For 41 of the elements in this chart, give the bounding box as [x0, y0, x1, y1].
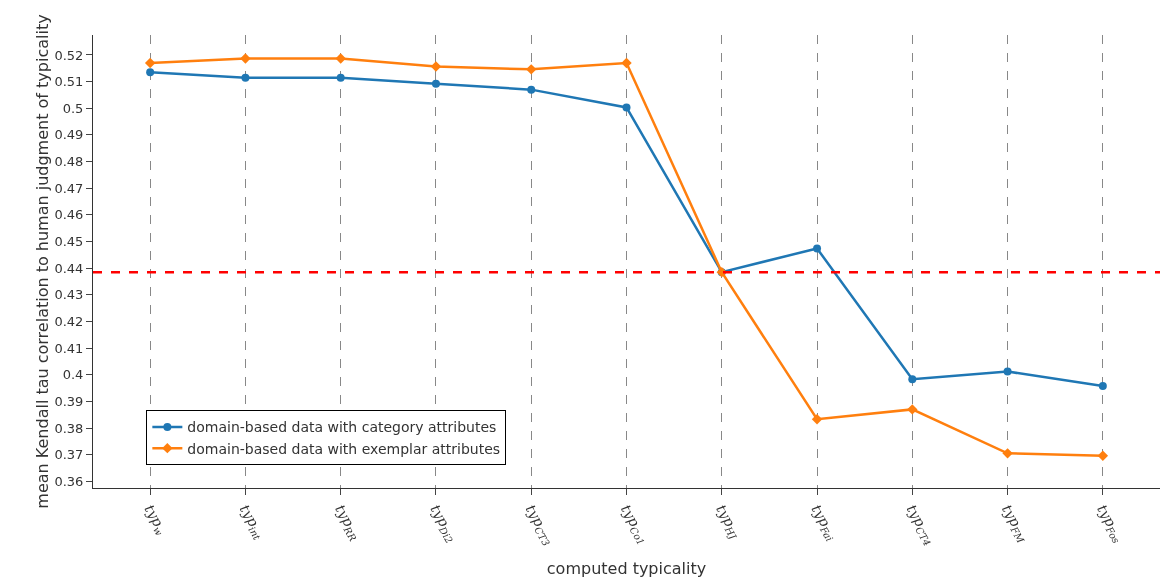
- y-tick-label: 0.48: [54, 154, 84, 170]
- y-tick-label: 0.47: [54, 180, 84, 196]
- point: [335, 53, 346, 64]
- point: [622, 103, 631, 112]
- y-tick-label: 0.51: [54, 74, 84, 90]
- y-tick-label: 0.45: [54, 234, 84, 250]
- legend-label: domain-based data with exemplar attributes: [187, 440, 501, 457]
- y-tick-label: 0.42: [54, 314, 84, 330]
- y-tick-label: 0.36: [54, 473, 84, 489]
- point: [526, 64, 537, 75]
- point: [621, 57, 632, 69]
- point: [336, 73, 345, 82]
- point: [144, 57, 156, 69]
- y-axis-title: mean Kendall tau correlation to human judgment of typicality: [33, 14, 53, 509]
- y-tick-label: 0.49: [54, 127, 84, 143]
- point: [1097, 450, 1109, 461]
- y-tick-label: 0.52: [54, 47, 84, 63]
- y-tick-label: 0.5: [62, 100, 84, 116]
- point: [240, 53, 251, 64]
- point: [430, 61, 442, 72]
- y-tick-label: 0.43: [54, 287, 84, 303]
- point: [146, 68, 155, 77]
- y-tick-label: 0.37: [54, 447, 84, 463]
- point: [907, 404, 918, 415]
- point: [811, 414, 823, 425]
- point: [527, 85, 536, 94]
- y-tick-label: 0.4: [62, 367, 84, 383]
- y-tick-label: 0.44: [54, 260, 84, 276]
- point: [908, 375, 917, 384]
- x-axis-title: computed typicality: [546, 558, 707, 578]
- point: [1003, 367, 1012, 376]
- y-tick-label: 0.38: [54, 420, 84, 436]
- point: [1002, 448, 1013, 459]
- point: [241, 73, 250, 82]
- legend-label: domain-based data with category attributes: [187, 419, 497, 436]
- point: [431, 79, 440, 88]
- y-tick-label: 0.46: [54, 207, 84, 223]
- y-tick-label: 0.41: [54, 340, 84, 356]
- point: [1098, 381, 1107, 390]
- point: [813, 244, 822, 253]
- y-tick-label: 0.39: [54, 393, 84, 409]
